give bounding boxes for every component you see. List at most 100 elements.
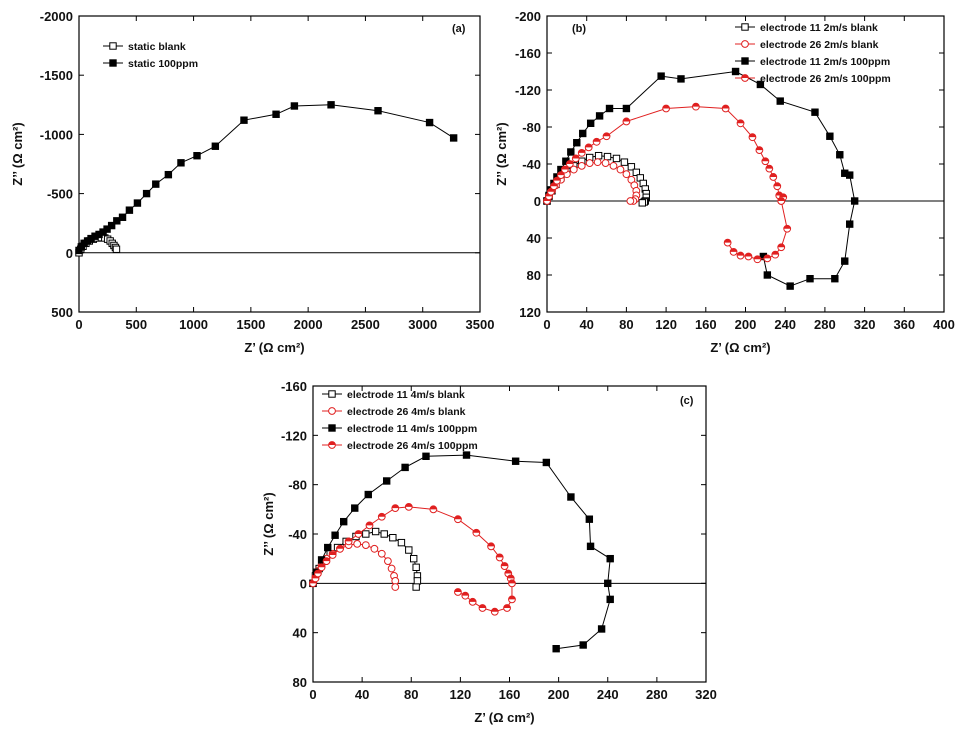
- data-point: [391, 504, 400, 513]
- legend-entry: electrode 11 2m/s blank: [760, 22, 878, 34]
- legend: static blank static 100ppm: [103, 41, 198, 70]
- data-point: [429, 505, 438, 514]
- data-point: [405, 546, 413, 554]
- y-tick-label: -160: [281, 379, 307, 394]
- marker-fill-half: [336, 545, 344, 549]
- y-tick-label: -2000: [40, 9, 73, 24]
- data-point: [597, 625, 606, 633]
- marker-fill-half: [496, 554, 504, 558]
- y-tick-label: 80: [293, 675, 307, 690]
- legend-marker: [741, 74, 749, 82]
- panel-label: (c): [680, 395, 694, 407]
- data-point: [657, 72, 665, 80]
- data-point: [412, 583, 420, 591]
- data-point: [344, 537, 353, 546]
- legend: electrode 11 2m/s blank electrode 26 2m/s…: [735, 22, 891, 85]
- marker-fill-half: [479, 604, 486, 608]
- x-tick-label: 0: [75, 317, 82, 332]
- y-tick-label: 0: [66, 246, 73, 261]
- data-point: [609, 161, 618, 170]
- x-axis-label: Z’ (Ω cm²): [474, 710, 534, 725]
- data-point: [638, 199, 646, 207]
- x-tick-label: 80: [619, 317, 633, 332]
- legend-marker: [741, 40, 749, 48]
- data-point: [322, 557, 331, 566]
- legend: electrode 11 4m/s blank electrode 26 4m/s…: [322, 389, 478, 452]
- marker-fill-half: [749, 133, 756, 138]
- y-tick-label: -500: [47, 187, 73, 202]
- data-point: [753, 255, 762, 264]
- marker-fill-half: [391, 504, 399, 509]
- legend-entry: electrode 11 4m/s 100ppm: [347, 423, 477, 435]
- chart-panel-c: 0 40 80 120 160 200 240 280 320 -160 -120 -80 -40 0 40…: [261, 379, 717, 725]
- data-point: [691, 102, 700, 111]
- data-point: [422, 452, 430, 461]
- legend-marker: [328, 441, 336, 449]
- marker-fill-half: [777, 197, 785, 201]
- data-point: [731, 67, 740, 76]
- data-point: [806, 275, 814, 283]
- marker-fill-half: [508, 595, 516, 600]
- data-point: [317, 563, 326, 572]
- data-point: [556, 171, 565, 180]
- y-tick-label: -200: [515, 9, 541, 24]
- marker-fill-half: [783, 225, 791, 229]
- legend-marker: [109, 59, 117, 67]
- series-line: [78, 104, 454, 251]
- data-point: [454, 588, 462, 596]
- data-point: [586, 542, 595, 551]
- marker-fill-half: [405, 503, 413, 507]
- marker-fill-half: [507, 575, 515, 579]
- data-point: [382, 477, 391, 485]
- x-tick-label: 280: [646, 687, 668, 702]
- x-tick-label: 1500: [236, 317, 265, 332]
- panel-label: (b): [572, 23, 586, 35]
- y-tick-label: -1500: [40, 68, 73, 83]
- data-point: [500, 562, 509, 570]
- data-point: [826, 132, 834, 140]
- data-point: [240, 116, 248, 124]
- data-point: [542, 458, 551, 467]
- marker-fill-half: [761, 157, 769, 162]
- data-point: [836, 151, 844, 159]
- data-point: [755, 146, 764, 155]
- y-tick-label: 0: [300, 576, 307, 591]
- y-tick-label: 0: [534, 194, 541, 209]
- data-point: [593, 158, 602, 167]
- legend-entry: electrode 26 4m/s 100ppm: [347, 440, 478, 452]
- data-point: [142, 189, 151, 198]
- x-tick-label: 3000: [408, 317, 437, 332]
- marker-fill-half: [329, 551, 337, 555]
- legend-entry: electrode 26 2m/s blank: [760, 39, 879, 51]
- x-tick-label: 160: [499, 687, 521, 702]
- data-point: [351, 504, 359, 512]
- x-tick-label: 240: [597, 687, 619, 702]
- marker-fill-half: [461, 592, 469, 596]
- x-tick-label: 160: [695, 317, 717, 332]
- marker-fill-half: [593, 138, 601, 142]
- data-point: [586, 119, 595, 127]
- marker-fill-half: [572, 155, 580, 159]
- x-tick-label: 0: [309, 687, 316, 702]
- data-point: [404, 502, 413, 511]
- x-axis-label: Z’ (Ω cm²): [244, 340, 304, 355]
- marker-fill-half: [623, 118, 630, 122]
- data-point: [592, 137, 601, 146]
- data-point: [846, 220, 854, 228]
- data-point: [553, 176, 561, 185]
- marker-fill-half: [314, 570, 322, 574]
- data-point: [193, 152, 201, 160]
- marker-fill-half: [769, 173, 777, 177]
- x-tick-label: 1000: [179, 317, 208, 332]
- x-tick-label: 240: [774, 317, 796, 332]
- data-point: [773, 182, 782, 191]
- y-tick-label: -120: [515, 83, 541, 98]
- marker-fill-half: [779, 193, 787, 198]
- data-point: [573, 139, 581, 147]
- data-point: [604, 579, 612, 588]
- data-point: [577, 161, 586, 170]
- data-point: [721, 104, 730, 113]
- data-point: [606, 554, 614, 563]
- data-point: [508, 579, 516, 588]
